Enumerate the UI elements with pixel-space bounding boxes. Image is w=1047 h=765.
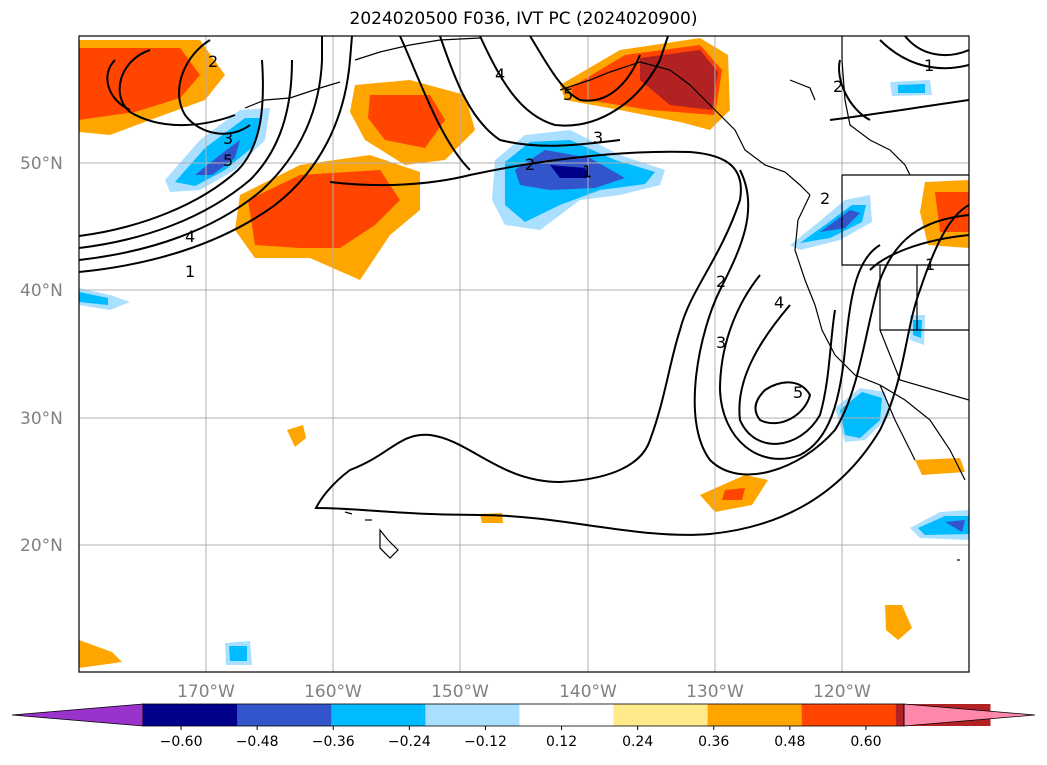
longitude-labels: 170°W 160°W 150°W 140°W 130°W 120°W: [177, 682, 871, 702]
colorbar-outline: [142, 703, 905, 727]
contour-label: 5: [563, 85, 573, 104]
lat-label: 30°N: [20, 409, 63, 429]
colorbar-segment: [237, 704, 332, 726]
colorbar-tick-label: 0.60: [850, 734, 881, 750]
contour-label: 1: [185, 262, 195, 281]
lat-label: 50°N: [20, 154, 63, 174]
lon-label: 130°W: [686, 682, 744, 702]
lon-label: 140°W: [559, 682, 617, 702]
contour-label: 3: [593, 128, 603, 147]
colorbar-segment: [613, 704, 709, 726]
colorbar-tick-label: 0.36: [698, 734, 729, 750]
colorbar-extend-min: [11, 703, 144, 727]
colorbar-tick-label: −0.48: [236, 734, 279, 750]
contour-label: 4: [495, 65, 505, 84]
colorbar-segment: [425, 704, 520, 726]
colorbar-segment: [143, 704, 238, 726]
colorbar-segment: [801, 704, 897, 726]
colorbar-tick-label: 0.24: [622, 734, 653, 750]
colorbar-tick-label: 0.12: [546, 734, 577, 750]
colorbar: −0.60 −0.48 −0.36 −0.24 −0.12 0.12 0.24 0.36 0.4…: [11, 703, 1036, 750]
latitude-labels: 50°N 40°N 30°N 20°N: [20, 154, 63, 556]
contour-label: 3: [716, 333, 726, 352]
contour-label: 2: [208, 52, 218, 71]
contour-label: 4: [185, 227, 195, 246]
contour-label: 1: [924, 56, 934, 75]
colorbar-tick-label: −0.24: [388, 734, 431, 750]
lon-label: 150°W: [431, 682, 489, 702]
colorbar-segment: [331, 704, 426, 726]
map-title: 2024020500 F036, IVT PC (2024020900): [349, 9, 698, 29]
graticule: [79, 36, 969, 672]
contour-label: 2: [820, 189, 830, 208]
contour-label: 2: [716, 272, 726, 291]
lat-label: 40°N: [20, 281, 63, 301]
lon-label: 170°W: [177, 682, 235, 702]
lon-label: 120°W: [813, 682, 871, 702]
colorbar-segment: [519, 704, 615, 726]
contour-label: 3: [223, 129, 233, 148]
ivt-contours: [79, 36, 969, 536]
lon-label: 160°W: [304, 682, 362, 702]
contour-label-group: 1 4 5 3 2 2 1 3 4 5 2 3 4 5 2 1 1 2: [185, 52, 935, 402]
contour-label: 5: [223, 151, 233, 170]
colorbar-tick-label: 0.48: [774, 734, 805, 750]
lat-label: 20°N: [20, 536, 63, 556]
contour-label: 5: [793, 383, 803, 402]
contour-label: 1: [582, 162, 592, 181]
contour-label: 1: [925, 255, 935, 274]
colorbar-tick-label: −0.36: [312, 734, 355, 750]
contour-label: 4: [774, 293, 784, 312]
map-frame: [78, 35, 970, 673]
colorbar-segment: [707, 704, 803, 726]
map-panel: [79, 36, 969, 672]
colorbar-tick-label: −0.12: [464, 734, 507, 750]
contour-label: 2: [525, 155, 535, 174]
colorbar-tick-label: −0.60: [160, 734, 203, 750]
contour-label: 2: [833, 77, 843, 96]
